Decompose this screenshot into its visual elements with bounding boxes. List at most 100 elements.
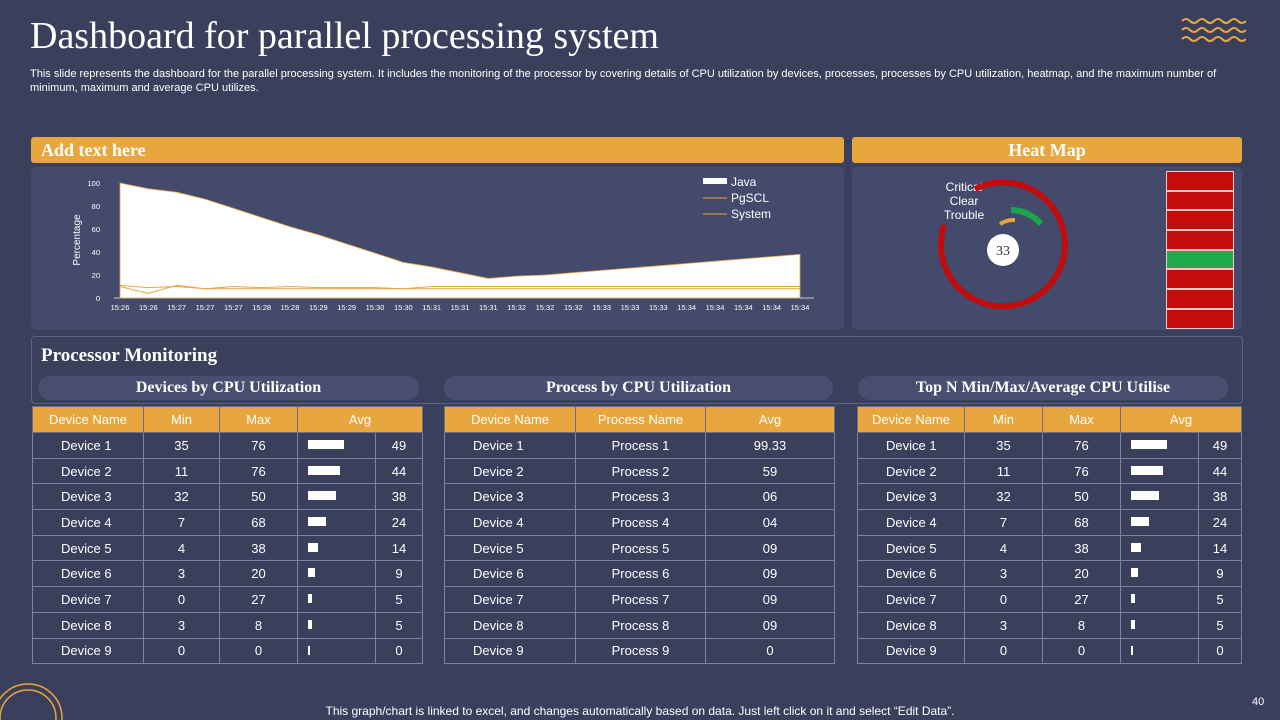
- value-cell: 0: [143, 637, 220, 665]
- cpu-line-chart[interactable]: 0 20 40 60 80 100 Percentage 15:26 15:26 15:27 15:…: [40, 170, 830, 320]
- x-tick-label: 15:26: [139, 303, 158, 312]
- section-top-n-cpu: Top N Min/Max/Average CPU Utilise: [858, 376, 1228, 400]
- device-name-cell: Device 5: [444, 534, 576, 562]
- table-row: Device 3 32 50 38: [857, 483, 1242, 511]
- avg-bar: [308, 568, 315, 578]
- device-name-cell: Device 7: [444, 586, 576, 613]
- avg-bar: [1131, 619, 1135, 629]
- table-row: Device 3 32 50 38: [32, 483, 423, 511]
- table-row: Device 5 Process 5 09: [444, 534, 835, 562]
- device-name-cell: Device 2: [32, 457, 144, 485]
- legend-label-java: Java: [731, 175, 757, 189]
- value-cell: 0: [375, 637, 423, 665]
- value-cell: 3: [143, 560, 220, 588]
- avg-bar-cell: [297, 611, 376, 639]
- x-tick-label: 15:33: [621, 303, 640, 312]
- avg-bar: [308, 619, 312, 629]
- value-cell: 0: [1042, 637, 1121, 665]
- gauge-clear-arc: [1010, 207, 1044, 227]
- value-cell: 27: [219, 586, 298, 613]
- device-name-cell: Device 5: [857, 534, 965, 562]
- section-process-cpu: Process by CPU Utilization: [444, 376, 833, 400]
- avg-bar: [1131, 542, 1142, 552]
- gauge-center: [987, 234, 1019, 266]
- avg-bar-cell: [297, 534, 376, 562]
- value-cell: 09: [705, 560, 835, 588]
- value-cell: 76: [1042, 432, 1121, 459]
- column-header: Min: [964, 406, 1043, 433]
- avg-bar: [1131, 645, 1133, 655]
- avg-bar: [308, 594, 312, 604]
- legend-trouble: Trouble: [943, 208, 985, 222]
- value-cell: 06: [705, 483, 835, 511]
- column-header: Avg: [705, 406, 835, 433]
- processor-monitoring-box: [31, 336, 1243, 404]
- value-cell: 20: [219, 560, 298, 588]
- avg-bar-cell: [297, 509, 376, 536]
- value-cell: 35: [964, 432, 1043, 459]
- x-tick-label: 15:34: [677, 303, 696, 312]
- x-tick-label: 15:33: [592, 303, 611, 312]
- x-tick-label: 15:30: [394, 303, 413, 312]
- value-cell: Process 7: [575, 586, 706, 613]
- value-cell: 24: [375, 509, 423, 536]
- x-tick-label: 15:34: [791, 303, 810, 312]
- x-tick-label: 15:32: [507, 303, 526, 312]
- x-tick-label: 15:27: [224, 303, 243, 312]
- value-cell: 3: [964, 560, 1043, 588]
- y-tick-label: 0: [96, 294, 100, 303]
- device-name-cell: Device 4: [857, 509, 965, 536]
- value-cell: 68: [1042, 509, 1121, 536]
- value-cell: 7: [964, 509, 1043, 536]
- table-row: Device 4 Process 4 04: [444, 509, 835, 536]
- table-row: Device 2 11 76 44: [857, 457, 1242, 485]
- value-cell: 59: [705, 457, 835, 485]
- value-cell: 44: [1198, 457, 1242, 485]
- column-header: Device Name: [32, 406, 144, 433]
- value-cell: Process 5: [575, 534, 706, 562]
- table-row: Device 7 0 27 5: [857, 586, 1242, 613]
- device-name-cell: Device 1: [857, 432, 965, 459]
- page-number: 40: [1252, 696, 1265, 708]
- device-name-cell: Device 8: [857, 611, 965, 639]
- heatmap-cell: [1166, 308, 1234, 329]
- value-cell: 0: [219, 637, 298, 665]
- device-name-cell: Device 8: [444, 611, 576, 639]
- gauge-value: 33: [996, 244, 1010, 259]
- value-cell: 9: [1198, 560, 1242, 588]
- avg-bar: [308, 465, 341, 475]
- x-tick-label: 15:34: [762, 303, 781, 312]
- page-description: This slide represents the dashboard for …: [30, 68, 1217, 94]
- x-tick-label: 15:32: [564, 303, 583, 312]
- table-row: Device 6 3 20 9: [32, 560, 423, 588]
- avg-bar-cell: [1120, 432, 1199, 459]
- value-cell: 11: [964, 457, 1043, 485]
- table-row: Device 4 7 68 24: [32, 509, 423, 536]
- table-row: Device 7 0 27 5: [32, 586, 423, 613]
- x-tick-label: 15:34: [706, 303, 725, 312]
- table-row: Device 6 3 20 9: [857, 560, 1242, 588]
- value-cell: 0: [964, 586, 1043, 613]
- value-cell: Process 2: [575, 457, 706, 485]
- value-cell: 38: [1042, 534, 1121, 562]
- devices-cpu-table: Device Name Min Max Avg Device 1 35 76 49 Device…: [32, 406, 423, 665]
- avg-bar: [308, 517, 326, 527]
- device-name-cell: Device 7: [857, 586, 965, 613]
- processor-monitoring-title: Processor Monitoring: [41, 345, 218, 366]
- avg-bar: [1131, 517, 1149, 527]
- table-header-row: Device Name Process Name Avg: [444, 406, 835, 433]
- avg-bar-cell: [297, 483, 376, 511]
- avg-bar: [308, 440, 344, 449]
- device-name-cell: Device 2: [444, 457, 576, 485]
- avg-bar: [1131, 491, 1159, 501]
- column-header: Min: [143, 406, 220, 433]
- value-cell: Process 9: [575, 637, 706, 665]
- heatmap-gauge[interactable]: 33: [935, 180, 1085, 320]
- avg-bar: [1131, 465, 1164, 475]
- value-cell: 5: [1198, 586, 1242, 613]
- value-cell: 76: [219, 457, 298, 485]
- value-cell: 24: [1198, 509, 1242, 536]
- heatmap-legend: Critical Clear Trouble: [930, 180, 998, 222]
